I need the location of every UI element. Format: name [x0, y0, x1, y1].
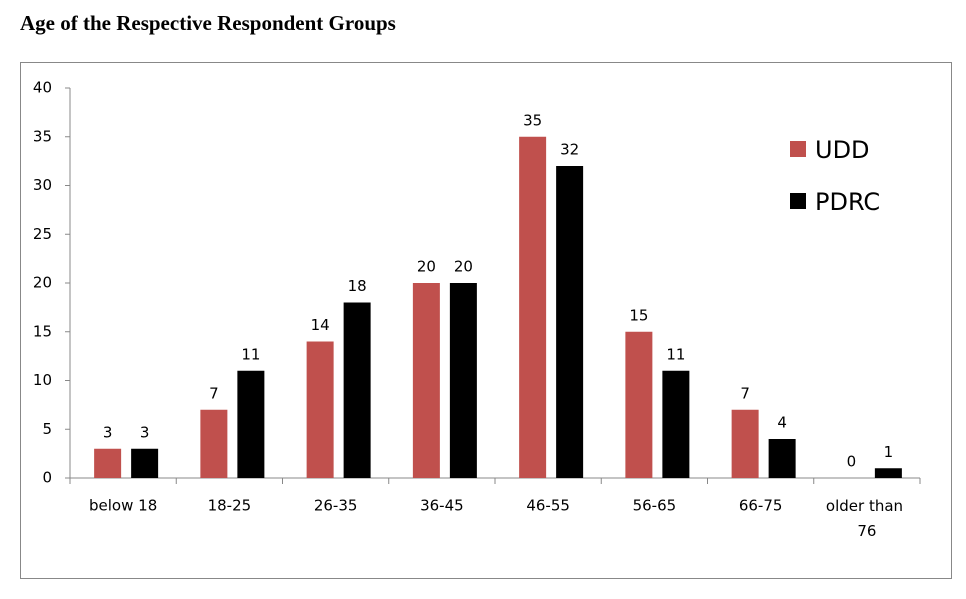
y-tick-label: 35: [33, 127, 52, 145]
value-label: 7: [740, 384, 750, 402]
legend-label: UDD: [815, 136, 870, 164]
x-tick-label: 56-65: [633, 497, 677, 515]
y-tick-label: 25: [33, 225, 52, 243]
x-tick-label: 26-35: [314, 497, 358, 515]
x-tick-label: 66-75: [739, 497, 783, 515]
value-label: 0: [847, 453, 857, 471]
chart-title: Age of the Respective Respondent Groups: [20, 11, 396, 35]
bar: [556, 166, 584, 478]
y-tick-label: 40: [33, 79, 52, 97]
bar: [731, 409, 759, 478]
bar: [519, 136, 547, 478]
value-label: 20: [417, 258, 436, 276]
chart-frame: [20, 62, 952, 579]
value-label: 1: [884, 443, 894, 461]
bar: [343, 302, 371, 478]
value-label: 14: [311, 316, 330, 334]
value-label: 15: [629, 306, 648, 324]
legend-swatch: [790, 193, 806, 209]
bar: [768, 439, 796, 478]
bar: [625, 331, 653, 478]
bar: [131, 448, 159, 478]
bar: [449, 283, 477, 478]
y-tick-label: 20: [33, 274, 52, 292]
bar: [412, 283, 440, 478]
value-label: 11: [241, 345, 260, 363]
x-tick-label: 46-55: [526, 497, 570, 515]
legend-swatch: [790, 141, 806, 157]
y-tick-label: 0: [42, 469, 52, 487]
value-label: 11: [666, 345, 685, 363]
bar: [662, 370, 690, 478]
bar: [94, 448, 122, 478]
value-label: 35: [523, 111, 542, 129]
value-label: 20: [454, 258, 473, 276]
legend-label: PDRC: [815, 188, 880, 216]
bar: [306, 341, 334, 478]
value-label: 3: [103, 423, 113, 441]
value-label: 7: [209, 384, 219, 402]
y-tick-label: 30: [33, 176, 52, 194]
value-label: 32: [560, 141, 579, 159]
bar: [200, 409, 228, 478]
bar: [237, 370, 265, 478]
value-label: 4: [777, 414, 787, 432]
x-tick-label: older than 76: [826, 497, 908, 540]
y-tick-label: 5: [42, 420, 52, 438]
value-label: 3: [140, 423, 150, 441]
x-tick-label: below 18: [89, 497, 157, 515]
bar: [874, 468, 902, 478]
x-tick-label: 36-45: [420, 497, 464, 515]
value-label: 18: [348, 277, 367, 295]
y-tick-label: 10: [33, 371, 52, 389]
y-tick-label: 15: [33, 322, 52, 340]
x-tick-label: 18-25: [208, 497, 252, 515]
